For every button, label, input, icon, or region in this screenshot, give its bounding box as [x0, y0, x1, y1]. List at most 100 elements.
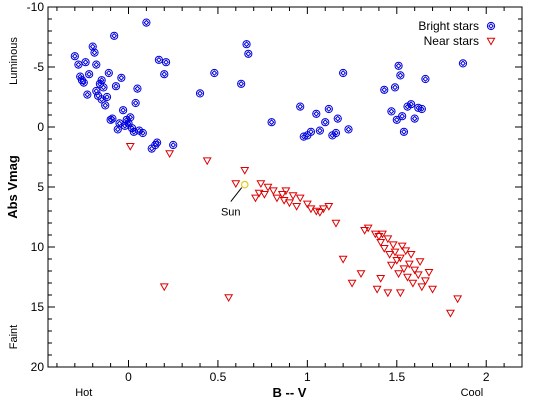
near-star-point [259, 191, 269, 199]
near-star-point [277, 191, 287, 199]
y-tick-label: 10 [31, 240, 45, 254]
y-tick-label: -10 [27, 0, 45, 14]
bright-star-point [142, 18, 151, 27]
bright-star-point [387, 107, 396, 116]
bright-star-point [115, 119, 124, 128]
bright-star-point [154, 55, 163, 64]
near-star-point [410, 266, 420, 275]
bright-star-point [169, 140, 178, 150]
near-star-point [385, 251, 395, 259]
bright-star-point [339, 68, 348, 78]
bright-star-point [312, 109, 321, 118]
bright-star-point [321, 118, 330, 127]
near-star-point [420, 277, 430, 286]
sun-marker [240, 180, 249, 189]
y-axis-title: Abs Vmag [5, 155, 20, 219]
near-star-point [394, 270, 404, 279]
near-star-point [288, 192, 298, 201]
bright-star-point [315, 126, 324, 135]
near-star-point [272, 194, 282, 203]
sun-label: Sun [221, 207, 241, 219]
legend-symbol [486, 21, 496, 31]
legend-marker-near-stars [486, 37, 496, 46]
bright-star-point [133, 84, 142, 93]
near-star-point [302, 200, 312, 209]
bright-star-point [161, 58, 171, 67]
sun-leader-line [230, 187, 243, 202]
near-star-point [374, 233, 384, 241]
bright-star-point [242, 40, 251, 49]
bright-star-point [92, 60, 101, 69]
y-side-label-luminous: Luminous [8, 37, 20, 85]
x-tick-label: 2 [483, 370, 490, 384]
legend-symbol [486, 37, 496, 46]
bright-star-point [333, 114, 342, 123]
near-star-point [413, 271, 423, 280]
bright-star-point [138, 128, 147, 138]
bright-star-point [97, 95, 106, 104]
near-star-point [331, 219, 341, 228]
y-tick-label: -5 [33, 60, 44, 74]
near-star-point [403, 273, 412, 282]
legend-label-near-stars: Near stars [424, 34, 479, 48]
bright-star-point [324, 104, 333, 114]
near-star-point [417, 283, 427, 292]
bright-star-point [85, 70, 94, 79]
near-star-point [386, 261, 396, 270]
bright-star-point [83, 90, 92, 99]
x-side-label-cool: Cool [461, 387, 484, 399]
x-side-label-hot: Hot [75, 387, 92, 399]
bright-star-point [398, 112, 407, 121]
x-tick-label: 0 [125, 370, 132, 384]
bright-star-point [407, 100, 416, 109]
near-star-point [372, 285, 382, 294]
near-star-point [390, 248, 400, 257]
near-star-point [202, 157, 212, 166]
near-star-point [281, 187, 291, 196]
bright-star-point [104, 68, 113, 78]
near-star-point [383, 289, 393, 298]
bright-star-point [458, 59, 468, 68]
near-star-point [224, 294, 234, 303]
near-star-point [360, 227, 370, 235]
near-star-point [295, 194, 305, 203]
near-star-point [376, 239, 386, 247]
near-star-point [159, 283, 169, 292]
bright-star-point [380, 85, 389, 94]
bright-star-point [113, 125, 122, 134]
y-tick-label: 15 [31, 300, 45, 314]
data-points-layer [70, 18, 468, 318]
bright-star-point [101, 101, 110, 110]
near-star-point [395, 289, 405, 298]
bright-star-point [417, 104, 426, 114]
y-tick-label: 20 [31, 360, 45, 374]
bright-star-point [110, 31, 119, 40]
bright-star-point [421, 74, 430, 84]
x-tick-label: 0.5 [210, 370, 227, 384]
y-tick-label: 5 [37, 180, 44, 194]
bright-star-point [394, 61, 403, 70]
bright-star-point [237, 79, 246, 88]
bright-star-point [306, 127, 316, 136]
tick-labels-layer: 0 0.5 1 1.5 2 -10 -5 0 5 10 15 20 [27, 0, 490, 384]
bright-star-point [74, 60, 83, 69]
near-star-point [395, 254, 405, 263]
legend-label-bright-stars: Bright stars [418, 19, 479, 33]
near-star-point [251, 194, 260, 203]
near-star-point [406, 251, 416, 259]
near-star-point [125, 143, 135, 151]
near-star-point [378, 230, 387, 239]
near-star-point [376, 275, 386, 283]
bright-star-point [244, 49, 253, 58]
near-star-point [356, 270, 366, 279]
bright-star-point [126, 113, 135, 122]
x-tick-label: 1 [304, 370, 311, 384]
bright-star-point [102, 92, 112, 102]
bright-star-point [396, 71, 405, 80]
bright-star-point [88, 42, 97, 51]
near-star-point [408, 279, 418, 288]
x-axis-title: B -- V [272, 385, 306, 400]
legend-marker-bright-stars [486, 21, 496, 31]
